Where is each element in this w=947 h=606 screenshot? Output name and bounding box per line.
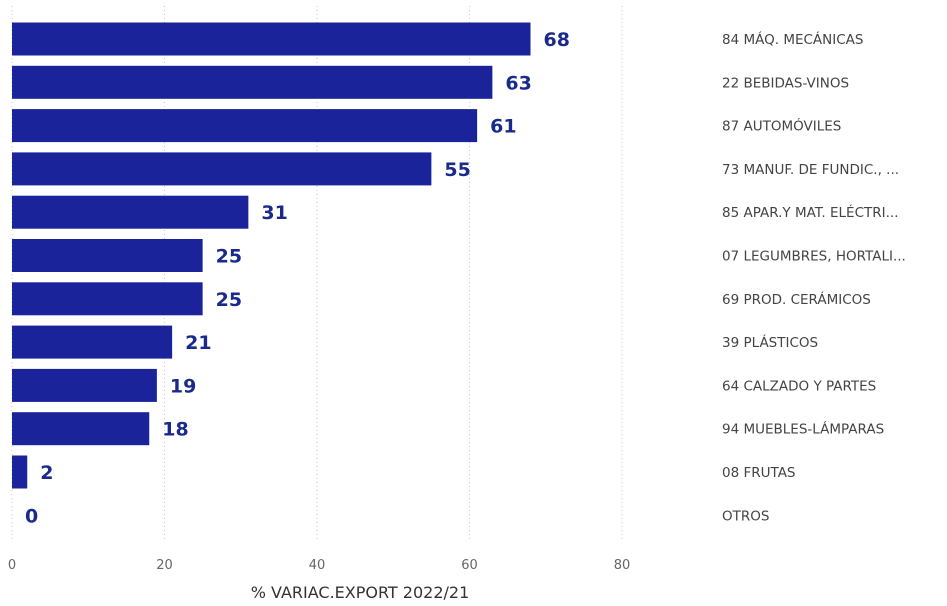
data-label: 63 [505,72,531,94]
category-label: 84 MÁQ. MECÁNICAS [722,31,863,48]
bar[interactable] [12,195,249,229]
category-labels: 84 MÁQ. MECÁNICAS 22 BEBIDAS-VINOS 87 AUTO… [722,31,906,524]
category-label: 08 FRUTAS [722,465,796,481]
data-label: 61 [490,116,516,138]
x-axis-ticks: 0 20 40 60 80 [8,558,630,573]
bar[interactable] [12,109,478,143]
bar[interactable] [12,65,493,99]
data-label: 31 [261,202,287,224]
data-label: 25 [216,289,242,311]
bar[interactable] [12,282,203,316]
category-label: 64 CALZADO Y PARTES [722,378,876,394]
bar[interactable] [12,239,203,272]
data-label: 2 [40,462,53,484]
x-tick-label: 80 [614,558,631,573]
bars [12,22,531,489]
bar[interactable] [12,455,28,489]
category-label: 87 AUTOMÓVILES [722,117,841,135]
bar[interactable] [12,412,150,446]
data-label: 0 [25,505,38,527]
data-label: 25 [216,246,242,268]
bar[interactable] [12,325,173,359]
category-label: 85 APAR.Y MAT. ELÉCTRI... [722,204,899,221]
category-label: 22 BEBIDAS-VINOS [722,75,849,91]
data-label: 18 [162,419,188,441]
category-label: 39 PLÁSTICOS [722,334,818,351]
data-label: 21 [185,332,211,354]
data-label: 68 [544,29,570,51]
category-label: 73 MANUF. DE FUNDIC., ... [722,162,899,178]
bar[interactable] [12,152,432,186]
bar[interactable] [12,22,531,56]
x-tick-label: 20 [156,558,173,573]
category-label: 69 PROD. CERÁMICOS [722,291,871,308]
category-label: 07 LEGUMBRES, HORTALI... [722,249,906,265]
category-label: 94 MUEBLES-LÁMPARAS [722,421,884,438]
data-label: 19 [170,375,196,397]
x-tick-label: 60 [461,558,478,573]
x-axis-title: % VARIAC.EXPORT 2022/21 [251,583,470,602]
bar[interactable] [12,368,157,402]
data-label: 55 [444,159,470,181]
x-tick-label: 0 [8,558,16,573]
category-label: OTROS [722,508,769,524]
x-tick-label: 40 [309,558,326,573]
